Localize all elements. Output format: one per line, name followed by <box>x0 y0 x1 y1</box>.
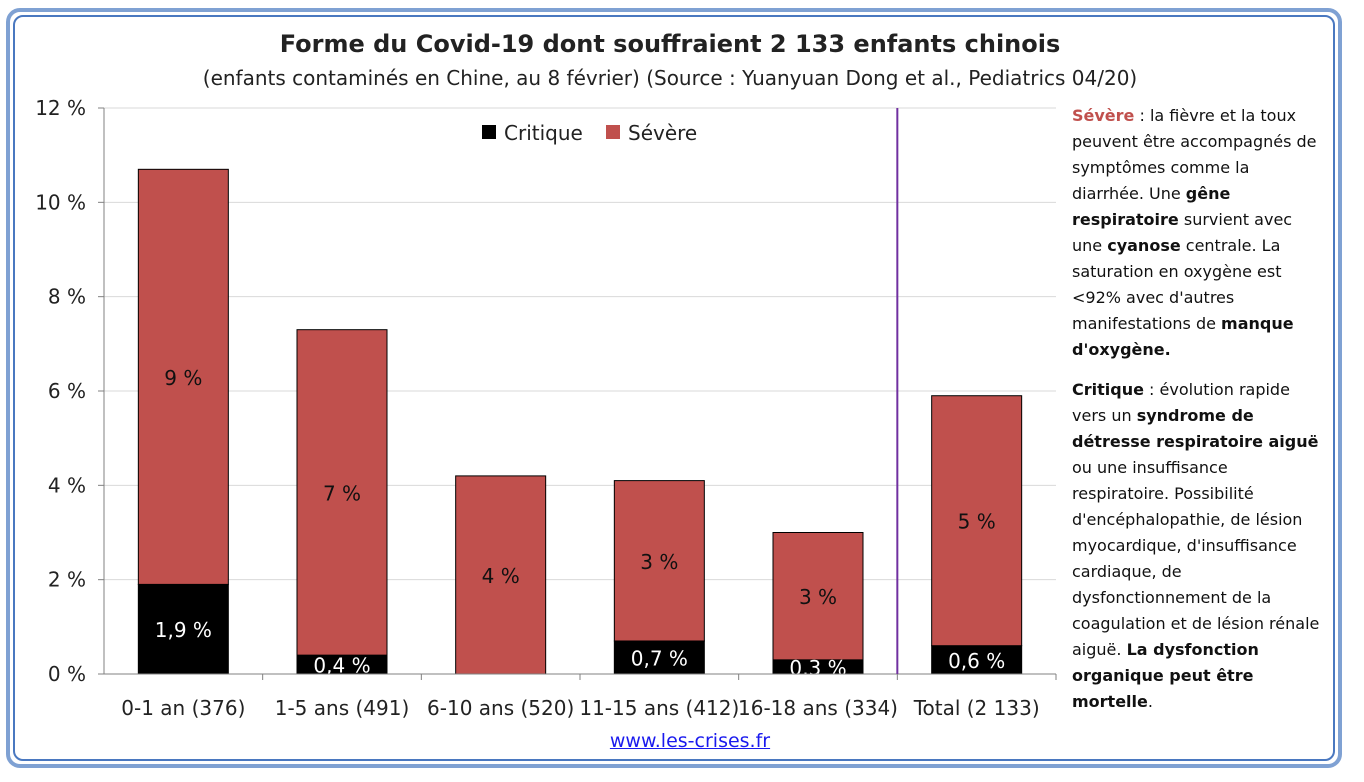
severe-bold-3: manque d'oxygène. <box>1072 314 1294 359</box>
critique-bold-2: La dysfonction organique peut être morte… <box>1072 640 1259 711</box>
critique-text-2: ou une insuffisance respiratoire. Possib… <box>1072 458 1320 659</box>
critique-definition: Critique : évolution rapide vers un synd… <box>1072 377 1322 715</box>
definitions-panel: Sévère : la fièvre et la toux peuvent êt… <box>1072 103 1322 729</box>
severe-text-1: : la fièvre et la toux peuvent être acco… <box>1072 106 1317 203</box>
severe-text-3: centrale. La saturation en oxygène est <… <box>1072 236 1282 333</box>
critique-bold-1: syndrome de détresse respiratoire aiguë <box>1072 406 1319 451</box>
critique-text-1: : évolution rapide vers un <box>1072 380 1290 425</box>
inner-frame <box>13 15 1335 761</box>
critique-text-3: . <box>1147 692 1153 711</box>
source-link[interactable]: www.les-crises.fr <box>609 730 771 752</box>
chart-subtitle: (enfants contaminés en Chine, au 8 févri… <box>202 66 1138 90</box>
severe-term: Sévère <box>1072 106 1135 125</box>
severe-definition: Sévère : la fièvre et la toux peuvent êt… <box>1072 103 1322 363</box>
severe-bold-2: cyanose <box>1107 236 1181 255</box>
critique-term: Critique <box>1072 380 1144 399</box>
severe-text-2: survient avec une <box>1072 210 1293 255</box>
chart-title: Forme du Covid-19 dont souffraient 2 133… <box>279 30 1061 58</box>
severe-bold-1: gêne respiratoire <box>1072 184 1231 229</box>
